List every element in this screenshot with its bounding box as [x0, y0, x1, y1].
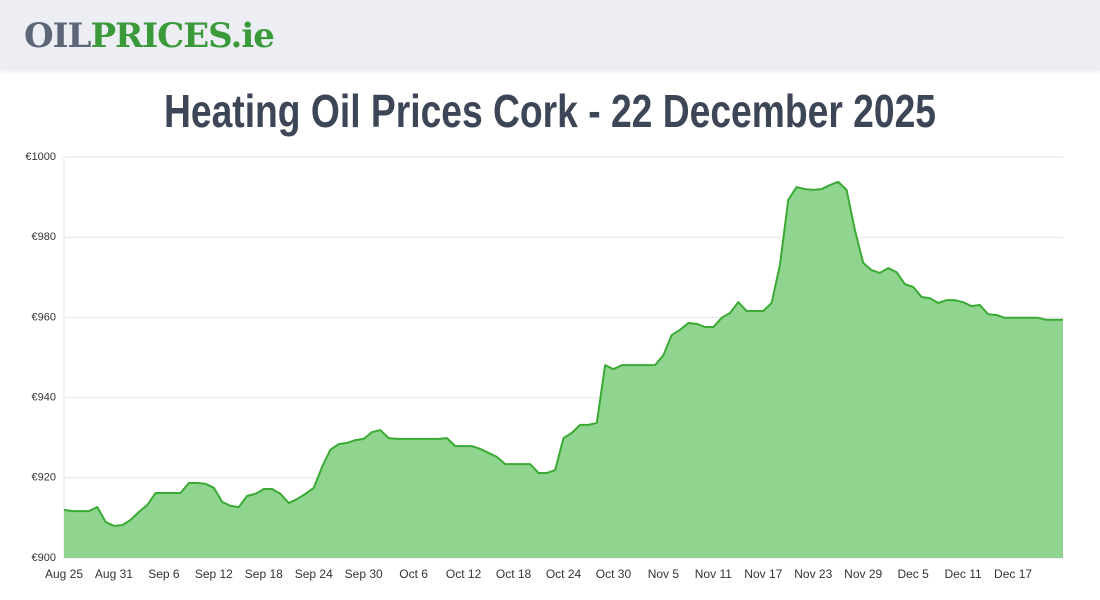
logo[interactable]: OILPRICES.ie — [24, 16, 275, 56]
x-tick-label: Nov 17 — [744, 567, 782, 581]
x-tick-label: Oct 30 — [596, 567, 632, 581]
x-tick-label: Nov 5 — [648, 567, 680, 581]
y-tick-label: €960 — [32, 311, 56, 323]
x-tick-label: Nov 11 — [695, 567, 732, 581]
x-tick-label: Sep 30 — [345, 567, 383, 581]
x-tick-label: Oct 24 — [546, 567, 582, 581]
x-tick-label: Aug 31 — [95, 567, 133, 581]
x-tick-label: Dec 5 — [897, 567, 929, 581]
y-tick-label: €900 — [32, 552, 56, 564]
logo-part: .ie — [230, 16, 274, 56]
x-tick-label: Sep 12 — [195, 567, 233, 581]
y-tick-label: €980 — [32, 231, 56, 243]
y-tick-label: €1000 — [25, 151, 56, 163]
x-tick-label: Sep 24 — [295, 567, 333, 581]
x-tick-label: Dec 11 — [945, 567, 982, 581]
y-tick-label: €940 — [32, 392, 56, 404]
y-tick-label: €920 — [32, 472, 56, 484]
area — [64, 181, 1063, 559]
x-tick-label: Oct 6 — [399, 567, 428, 581]
logo-part: PRICES — [90, 16, 231, 56]
chart-title: Heating Oil Prices Cork - 22 December 20… — [164, 85, 936, 137]
x-tick-label: Sep 6 — [148, 567, 180, 581]
x-tick-label: Dec 17 — [994, 567, 1032, 581]
x-tick-label: Nov 23 — [794, 567, 832, 581]
line — [63, 180, 1063, 527]
x-tick-label: Sep 18 — [245, 567, 283, 581]
header: OILPRICES.ie — [0, 0, 1100, 70]
logo-part: OIL — [24, 16, 91, 56]
x-tick-label: Nov 29 — [844, 567, 882, 581]
x-tick-label: Aug 25 — [45, 567, 83, 581]
x-tick-label: Oct 18 — [496, 567, 532, 581]
x-tick-label: Oct 12 — [446, 567, 482, 581]
chart: Heating Oil Prices Cork - 22 December 20… — [25, 85, 1063, 581]
